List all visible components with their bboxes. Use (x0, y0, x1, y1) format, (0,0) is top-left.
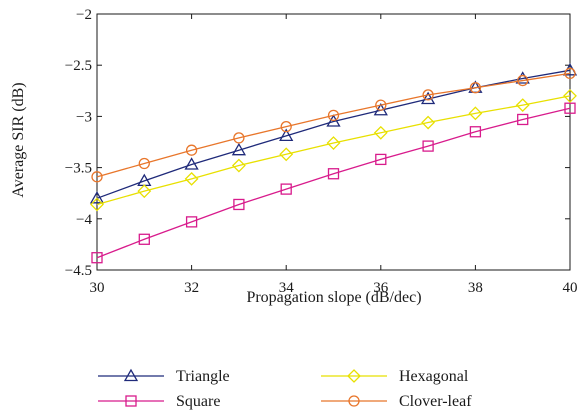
data-point-clover-leaf (564, 67, 576, 80)
data-point-clover-leaf (327, 109, 340, 122)
data-point-hexagonal (373, 125, 388, 140)
series-triangle (89, 63, 578, 204)
series-square (91, 102, 576, 264)
series-clover-leaf (91, 67, 576, 183)
series-layer (89, 63, 578, 264)
data-point-clover-leaf (185, 144, 198, 156)
data-point-square (327, 168, 340, 180)
y-axis-ticks: −4.5 −4 −3.5 −3 −2.5 −2 (65, 7, 570, 279)
data-point-hexagonal (184, 171, 199, 186)
data-point-hexagonal (90, 197, 104, 212)
legend-marker (348, 395, 360, 407)
data-point-square (233, 198, 245, 211)
data-point-square (185, 216, 198, 228)
data-point-hexagonal (231, 158, 246, 173)
legend-marker (125, 395, 137, 407)
y-axis-label: Average SIR (dB) (10, 82, 27, 197)
data-point-hexagonal (279, 147, 294, 162)
legend-item-triangle: Triangle (98, 368, 230, 385)
legend-label: Square (176, 393, 220, 410)
data-point-hexagonal (563, 89, 577, 103)
legend-label: Triangle (176, 368, 230, 385)
data-point-triangle (184, 157, 199, 170)
data-point-hexagonal (515, 98, 530, 113)
x-tick-label: 30 (90, 280, 105, 296)
series-hexagonal (90, 89, 577, 212)
data-point-clover-leaf (469, 82, 482, 94)
data-point-clover-leaf (233, 132, 245, 144)
data-point-hexagonal (326, 136, 341, 150)
data-point-square (280, 183, 292, 195)
x-axis-label: Propagation slope (dB/dec) (246, 289, 421, 306)
y-tick-label: −4 (76, 212, 92, 228)
data-point-square (422, 140, 434, 152)
legend-item-square: Square (98, 393, 220, 410)
data-point-clover-leaf (517, 74, 529, 87)
series-line-square (96, 107, 571, 259)
y-tick-label: −4.5 (65, 263, 92, 279)
legend-item-hexagonal: Hexagonal (321, 368, 469, 385)
y-tick-label: −2.5 (65, 58, 92, 74)
data-point-square (564, 102, 576, 114)
legend-marker (123, 368, 139, 382)
data-point-hexagonal (137, 184, 152, 199)
y-tick-label: −2 (76, 7, 92, 23)
data-point-triangle (137, 173, 152, 187)
data-point-square (517, 113, 529, 126)
series-line-hexagonal (96, 95, 571, 206)
data-point-square (375, 153, 387, 166)
data-point-clover-leaf (91, 171, 103, 183)
data-point-triangle (515, 71, 530, 84)
data-point-square (469, 126, 482, 138)
data-point-hexagonal (468, 106, 483, 121)
legend-marker (347, 369, 361, 383)
data-point-clover-leaf (138, 157, 150, 170)
y-tick-label: −3 (76, 109, 92, 125)
x-tick-label: 36 (373, 280, 389, 296)
x-tick-label: 40 (563, 280, 578, 296)
y-tick-label: −3.5 (65, 161, 92, 177)
legend: Triangle Square Hexagonal Clover-leaf (98, 368, 472, 410)
data-point-triangle (231, 142, 247, 156)
legend-label: Clover-leaf (399, 393, 472, 410)
series-line-triangle (96, 69, 571, 199)
data-point-clover-leaf (375, 99, 387, 111)
plot-area-border (96, 13, 571, 271)
data-point-triangle (89, 191, 105, 204)
data-point-clover-leaf (280, 120, 292, 133)
data-point-triangle (326, 114, 341, 127)
plot-frame (96, 13, 571, 271)
data-point-triangle (279, 128, 294, 142)
x-axis-ticks: 30 32 34 36 38 40 (90, 14, 578, 296)
data-point-hexagonal (421, 115, 436, 130)
data-point-square (138, 233, 150, 245)
legend-item-clover-leaf: Clover-leaf (321, 393, 472, 410)
data-point-clover-leaf (422, 89, 434, 101)
x-tick-label: 34 (279, 280, 295, 296)
x-tick-label: 32 (184, 280, 199, 296)
x-tick-label: 38 (468, 280, 483, 296)
data-point-square (91, 252, 103, 264)
series-line-clover-leaf (96, 72, 571, 178)
legend-label: Hexagonal (399, 368, 469, 385)
